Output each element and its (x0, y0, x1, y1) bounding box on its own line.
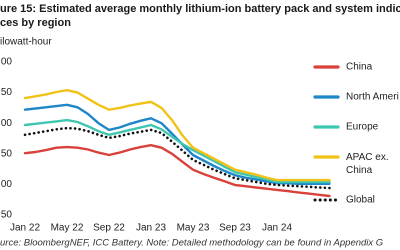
y-axis-label: ilowatt-hour (0, 37, 52, 48)
legend-label: Global (346, 195, 375, 206)
series-line (23, 144, 331, 198)
x-tick-label: May 23 (177, 223, 210, 234)
y-tick-label: 50 (1, 148, 13, 159)
x-tick-label: Jan 24 (262, 223, 292, 234)
x-tick-label: Sep 22 (93, 223, 125, 234)
x-tick-label: Sep 23 (219, 223, 251, 234)
series-line (23, 126, 331, 190)
legend-label: North Ameri (346, 92, 399, 103)
chart-title: ces by region (0, 17, 71, 29)
x-tick-label: Jan 23 (136, 223, 166, 234)
x-tick-label: May 22 (51, 223, 84, 234)
series-line (23, 89, 331, 182)
series-line (23, 118, 331, 184)
y-tick-label: 00 (1, 179, 13, 190)
x-tick-label: Jan 22 (10, 223, 40, 234)
legend-label: China (346, 62, 373, 73)
source-note: urce: BloombergNEF, ICC Battery. Note: D… (0, 238, 383, 249)
y-tick-label: 00 (1, 57, 13, 68)
chart-title: ure 15: Estimated average monthly lithiu… (0, 3, 400, 15)
series-line (23, 103, 331, 185)
y-tick-label: 00 (1, 118, 13, 129)
y-tick-label: 50 (1, 210, 13, 221)
legend-label: APAC ex. China (346, 152, 389, 176)
legend-label: Europe (346, 122, 379, 133)
y-tick-label: 50 (1, 87, 13, 98)
